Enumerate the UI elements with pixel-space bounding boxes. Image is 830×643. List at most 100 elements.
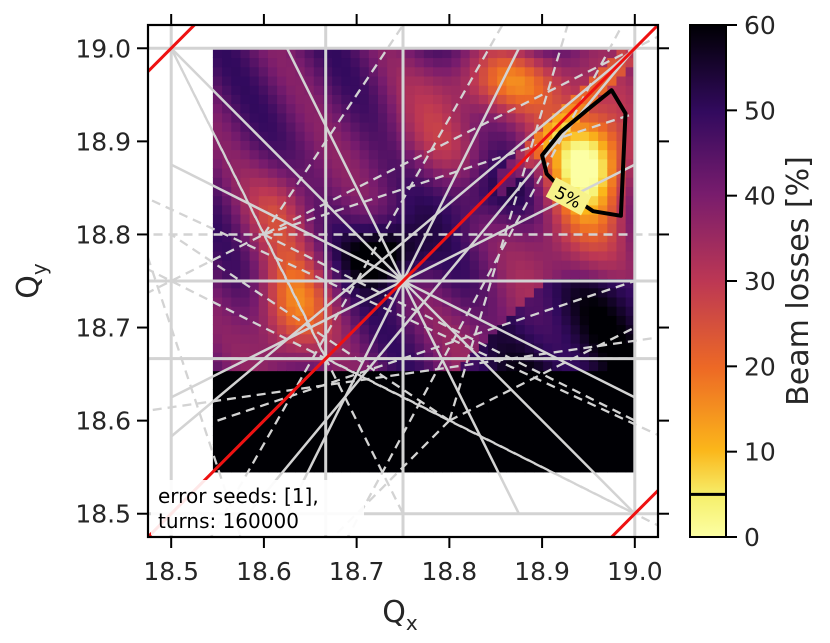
heatmap-cell	[561, 48, 572, 59]
heatmap-cell	[524, 57, 535, 68]
heatmap-cell	[396, 204, 407, 215]
heatmap-cell	[405, 453, 416, 464]
heatmap-cell	[350, 167, 361, 178]
heatmap-cell	[497, 232, 508, 243]
heatmap-cell	[277, 140, 287, 151]
heatmap-cell	[561, 352, 572, 362]
heatmap-cell	[423, 103, 434, 114]
heatmap-cell	[423, 131, 434, 141]
heatmap-cell	[277, 342, 287, 353]
heatmap-cell	[267, 131, 278, 141]
heatmap-cell	[240, 85, 251, 95]
heatmap-cell	[506, 296, 517, 307]
heatmap-cell	[222, 361, 232, 372]
heatmap-cell	[240, 94, 251, 105]
heatmap-cell	[304, 287, 315, 298]
heatmap-cell	[378, 361, 388, 372]
heatmap-cell	[497, 57, 508, 68]
heatmap-cell	[212, 48, 223, 59]
heatmap-cell	[488, 149, 498, 160]
heatmap-cell	[368, 342, 379, 353]
heatmap-cell	[313, 250, 324, 261]
heatmap-cell	[598, 370, 608, 381]
heatmap-cell	[240, 388, 251, 399]
heatmap-cell	[222, 269, 232, 280]
heatmap-cell	[533, 250, 544, 261]
heatmap-cell	[460, 94, 471, 105]
heatmap-cell	[588, 131, 599, 141]
heatmap-cell	[231, 57, 242, 68]
heatmap-cell	[570, 278, 581, 289]
heatmap-cell	[515, 342, 526, 353]
heatmap-cell	[515, 223, 526, 234]
heatmap-cell	[497, 398, 508, 408]
heatmap-cell	[240, 204, 251, 215]
heatmap-cell	[607, 112, 618, 123]
heatmap-cell	[488, 315, 498, 326]
heatmap-cell	[341, 232, 352, 243]
heatmap-cell	[405, 379, 416, 390]
annotation-box: error seeds: [1], turns: 160000	[151, 480, 364, 535]
heatmap-cell	[588, 140, 599, 151]
heatmap-cell	[249, 103, 260, 114]
heatmap-cell	[414, 195, 425, 206]
heatmap-cell	[561, 177, 572, 187]
heatmap-cell	[350, 103, 361, 114]
heatmap-cell	[524, 177, 535, 187]
heatmap-cell	[570, 140, 581, 151]
heatmap-cell	[267, 94, 278, 105]
heatmap-cell	[378, 435, 388, 445]
heatmap-cell	[368, 140, 379, 151]
heatmap-cell	[212, 278, 223, 289]
heatmap-cell	[286, 269, 297, 280]
heatmap-cell	[515, 57, 526, 68]
heatmap-cell	[625, 435, 636, 445]
heatmap-cell	[332, 167, 342, 178]
heatmap-cell	[488, 453, 498, 464]
heatmap-cell	[295, 66, 306, 77]
heatmap-cell	[286, 177, 297, 187]
heatmap-cell	[286, 250, 297, 261]
heatmap-cell	[378, 112, 388, 123]
heatmap-cell	[322, 149, 333, 160]
heatmap-cell	[322, 315, 333, 326]
heatmap-cell	[488, 425, 498, 436]
heatmap-cell	[616, 269, 627, 280]
heatmap-cell	[478, 306, 489, 316]
heatmap-cell	[378, 306, 388, 316]
heatmap-cell	[616, 342, 627, 353]
heatmap-cell	[212, 250, 223, 261]
heatmap-cell	[212, 57, 223, 68]
heatmap-cell	[295, 195, 306, 206]
heatmap-cell	[368, 167, 379, 178]
heatmap-cell	[359, 186, 370, 197]
heatmap-cell	[368, 131, 379, 141]
heatmap-cell	[267, 214, 278, 224]
heatmap-cell	[588, 287, 599, 298]
heatmap-cell	[488, 66, 498, 77]
heatmap-cell	[350, 241, 361, 252]
heatmap-cell	[497, 278, 508, 289]
heatmap-cell	[222, 232, 232, 243]
heatmap-cell	[524, 94, 535, 105]
heatmap-cell	[588, 269, 599, 280]
heatmap-cell	[497, 149, 508, 160]
heatmap-cell	[543, 398, 553, 408]
heatmap-cell	[451, 94, 462, 105]
heatmap-cell	[359, 453, 370, 464]
heatmap-cell	[222, 112, 232, 123]
heatmap-cell	[249, 333, 260, 344]
heatmap-cell	[359, 121, 370, 132]
heatmap-cell	[277, 103, 287, 114]
heatmap-cell	[607, 361, 618, 372]
heatmap-cell	[359, 177, 370, 187]
heatmap-cell	[423, 85, 434, 95]
heatmap-cell	[533, 407, 544, 418]
heatmap-cell	[497, 352, 508, 362]
heatmap-cell	[304, 342, 315, 353]
heatmap-cell	[423, 186, 434, 197]
heatmap-cell	[524, 407, 535, 418]
heatmap-cell	[304, 425, 315, 436]
heatmap-cell	[442, 158, 452, 169]
heatmap-cell	[286, 379, 297, 390]
